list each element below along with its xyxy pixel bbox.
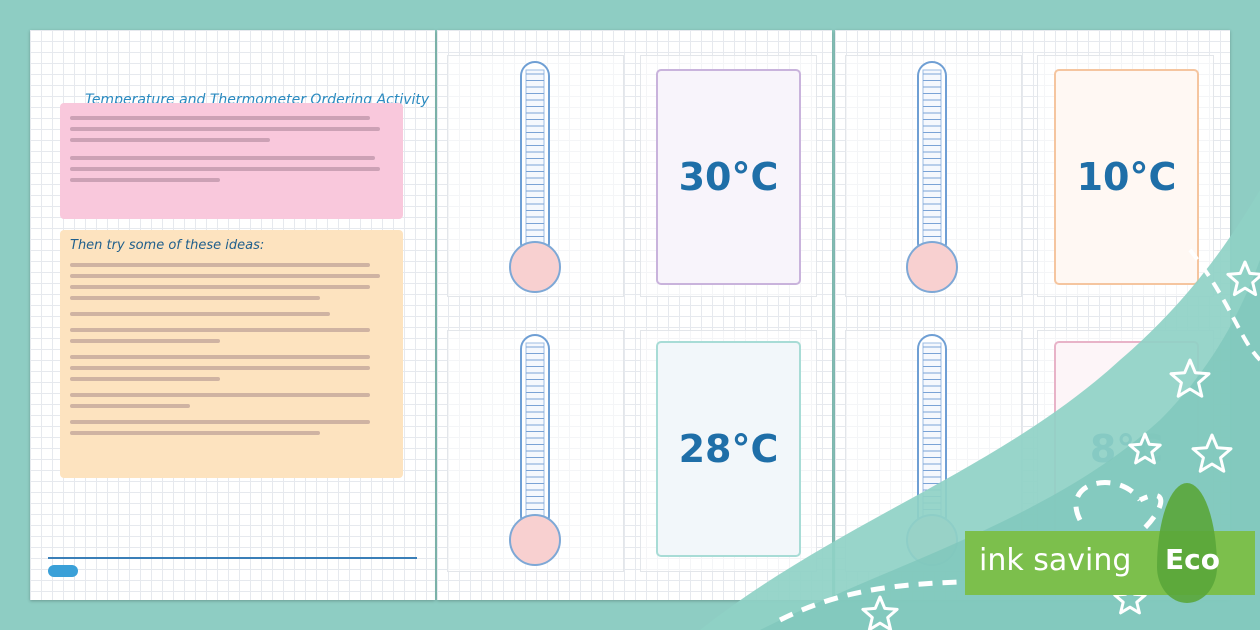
ink-saving-badge: ink saving Eco	[965, 483, 1255, 603]
thermometer-scale	[922, 69, 942, 256]
star	[1191, 433, 1233, 473]
logo	[48, 565, 78, 577]
thermometer	[906, 61, 958, 293]
star	[1226, 260, 1260, 297]
star	[1128, 432, 1162, 465]
star	[1169, 358, 1211, 398]
thermometer	[509, 334, 561, 566]
dashed-trail	[1073, 480, 1143, 522]
badge-label: ink saving	[979, 543, 1132, 578]
footer-line	[48, 557, 417, 559]
temperature-label: 30°C	[656, 69, 801, 285]
dashed-trail	[1188, 248, 1260, 362]
intro-box	[60, 103, 403, 219]
star	[861, 595, 899, 630]
temperature-label: 10°C	[1054, 69, 1199, 285]
thermometer-bulb	[509, 241, 561, 293]
thermometer-scale	[525, 342, 545, 529]
thermometer-bulb	[906, 241, 958, 293]
thermometer-scale	[525, 69, 545, 256]
ideas-heading: Then try some of these ideas:	[70, 238, 265, 253]
worksheet-page: Temperature and Thermometer Ordering Act…	[30, 30, 435, 600]
temperature-label: 28°C	[656, 341, 801, 557]
thermometer-bulb	[509, 514, 561, 566]
ideas-box: Then try some of these ideas:	[60, 230, 403, 478]
badge-eco: Eco	[1165, 543, 1220, 576]
thermometer	[509, 61, 561, 293]
